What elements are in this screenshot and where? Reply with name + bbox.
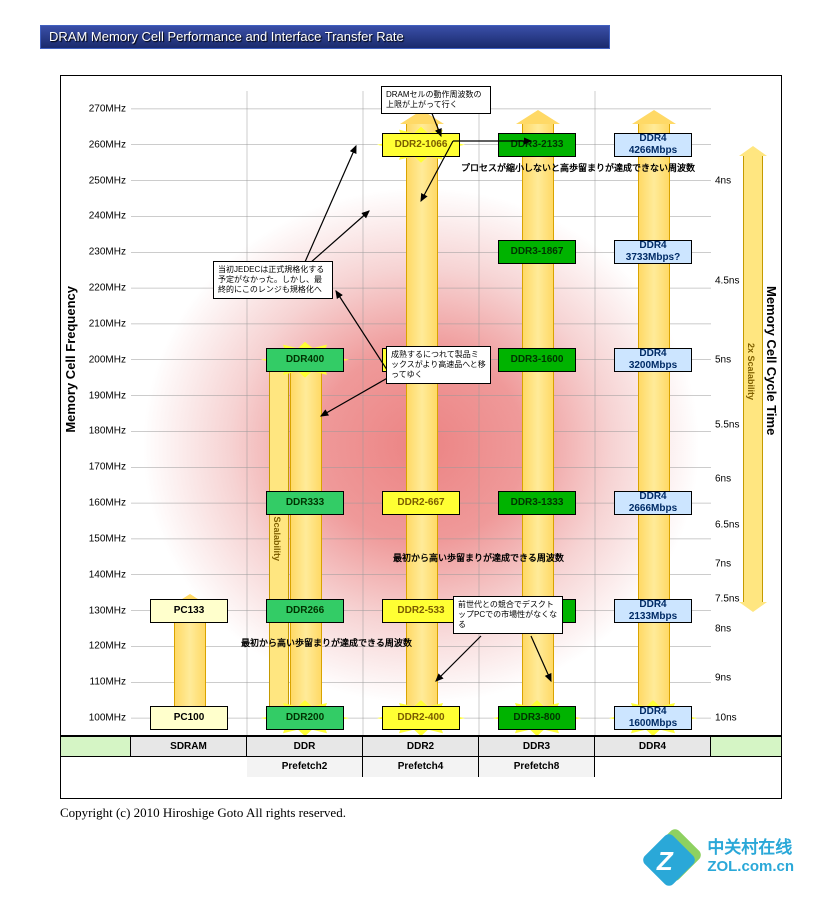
title-bar: DRAM Memory Cell Performance and Interfa… — [40, 25, 610, 49]
freq-tick-label: 130MHz — [86, 605, 126, 616]
cycle-tick-label: 8ns — [715, 623, 749, 634]
cycle-tick-label: 4ns — [715, 175, 749, 186]
freq-tick-label: 180MHz — [86, 426, 126, 437]
freq-tick-label: 250MHz — [86, 175, 126, 186]
freq-tick-label: 120MHz — [86, 641, 126, 652]
freq-tick-label: 100MHz — [86, 713, 126, 724]
column-header: DDR2 — [363, 737, 479, 757]
column-header — [711, 757, 781, 777]
freq-tick-label: 230MHz — [86, 247, 126, 258]
freq-tick-label: 210MHz — [86, 318, 126, 329]
column-header: Prefetch8 — [479, 757, 595, 777]
cycle-tick-label: 9ns — [715, 673, 749, 684]
column-header: Prefetch2 — [247, 757, 363, 777]
left-axis-title: Memory Cell Frequency — [63, 286, 78, 433]
chart-frame: Memory Cell Frequency Memory Cell Cycle … — [60, 75, 782, 799]
callout-box: 成熟するにつれて製品ミックスがより高速品へと移ってゆく — [386, 346, 491, 384]
freq-tick-label: 160MHz — [86, 498, 126, 509]
freq-tick-label: 200MHz — [86, 354, 126, 365]
inline-note: プロセスが縮小しないと高歩留まりが達成できない周波数 — [461, 161, 695, 174]
inline-note: 最初から高い歩留まりが達成できる周波数 — [393, 551, 564, 564]
column-header — [131, 757, 247, 777]
plot-area: 2x Scalability2x Scalability PC100PC133D… — [131, 91, 711, 736]
column-header — [61, 757, 131, 777]
zol-logo-icon: Z — [647, 832, 697, 882]
memory-node: DDR43200Mbps — [614, 348, 692, 372]
memory-node: DDR42666Mbps — [614, 491, 692, 515]
column-arrow-sdram — [174, 607, 206, 717]
cycle-tick-label: 5.5ns — [715, 419, 749, 430]
zol-logo-text: 中关村在线 ZOL.com.cn — [707, 839, 794, 875]
cycle-tick-label: 10ns — [715, 713, 749, 724]
cycle-tick-label: 6.5ns — [715, 520, 749, 531]
memory-node: DDR3-800 — [498, 706, 576, 730]
column-arrow-ddr — [290, 356, 322, 717]
inline-note: 最初から高い歩留まりが達成できる周波数 — [241, 636, 412, 649]
callout-box: 前世代との競合でデスクトップPCでの市場性がなくなる — [453, 596, 563, 634]
memory-node: PC100 — [150, 706, 228, 730]
column-header: Prefetch4 — [363, 757, 479, 777]
cycle-tick-label: 4.5ns — [715, 275, 749, 286]
cycle-tick-label: 5ns — [715, 354, 749, 365]
bottom-axis: SDRAMDDRDDR2DDR3DDR4 Prefetch2Prefetch4P… — [61, 735, 781, 798]
freq-tick-label: 190MHz — [86, 390, 126, 401]
memory-node: DDR42133Mbps — [614, 599, 692, 623]
copyright-text: Copyright (c) 2010 Hiroshige Goto All ri… — [60, 805, 346, 821]
right-axis-title: Memory Cell Cycle Time — [764, 286, 779, 435]
column-header — [595, 757, 711, 777]
memory-node: DDR333 — [266, 491, 344, 515]
memory-node: DDR44266Mbps — [614, 133, 692, 157]
column-header: SDRAM — [131, 737, 247, 757]
column-header — [61, 737, 131, 757]
memory-node: PC133 — [150, 599, 228, 623]
freq-tick-label: 240MHz — [86, 211, 126, 222]
column-arrow-ddr4 — [638, 123, 670, 717]
memory-node: DDR41600Mbps — [614, 706, 692, 730]
freq-tick-label: 220MHz — [86, 283, 126, 294]
memory-node: DDR2-667 — [382, 491, 460, 515]
freq-tick-label: 110MHz — [86, 677, 126, 688]
freq-tick-label: 260MHz — [86, 139, 126, 150]
freq-tick-label: 150MHz — [86, 533, 126, 544]
callout-box: DRAMセルの動作周波数の上限が上がって行く — [381, 86, 491, 114]
column-arrow-ddr2 — [406, 123, 438, 717]
memory-node: DDR400 — [266, 348, 344, 372]
freq-tick-label: 270MHz — [86, 103, 126, 114]
memory-node: DDR2-400 — [382, 706, 460, 730]
callout-box: 当初JEDECは正式規格化する予定がなかった。しかし、最終的にこのレンジも規格化… — [213, 261, 333, 299]
cycle-tick-label: 7ns — [715, 559, 749, 570]
memory-node: DDR200 — [266, 706, 344, 730]
column-header: DDR3 — [479, 737, 595, 757]
memory-node: DDR3-1867 — [498, 240, 576, 264]
memory-node: DDR3-2133 — [498, 133, 576, 157]
cycle-tick-label: 6ns — [715, 474, 749, 485]
freq-tick-label: 170MHz — [86, 462, 126, 473]
cycle-tick-label: 7.5ns — [715, 593, 749, 604]
memory-node: DDR43733Mbps? — [614, 240, 692, 264]
memory-node: DDR3-1333 — [498, 491, 576, 515]
memory-node: DDR3-1600 — [498, 348, 576, 372]
scalability-label: 2x Scalability — [746, 343, 756, 400]
memory-node: DDR266 — [266, 599, 344, 623]
memory-node: DDR2-533 — [382, 599, 460, 623]
freq-tick-label: 140MHz — [86, 569, 126, 580]
column-header — [711, 737, 781, 757]
page: DRAM Memory Cell Performance and Interfa… — [0, 0, 834, 900]
memory-node: DDR2-1066 — [382, 133, 460, 157]
column-header: DDR — [247, 737, 363, 757]
column-header: DDR4 — [595, 737, 711, 757]
zol-logo: Z 中关村在线 ZOL.com.cn — [647, 832, 794, 882]
